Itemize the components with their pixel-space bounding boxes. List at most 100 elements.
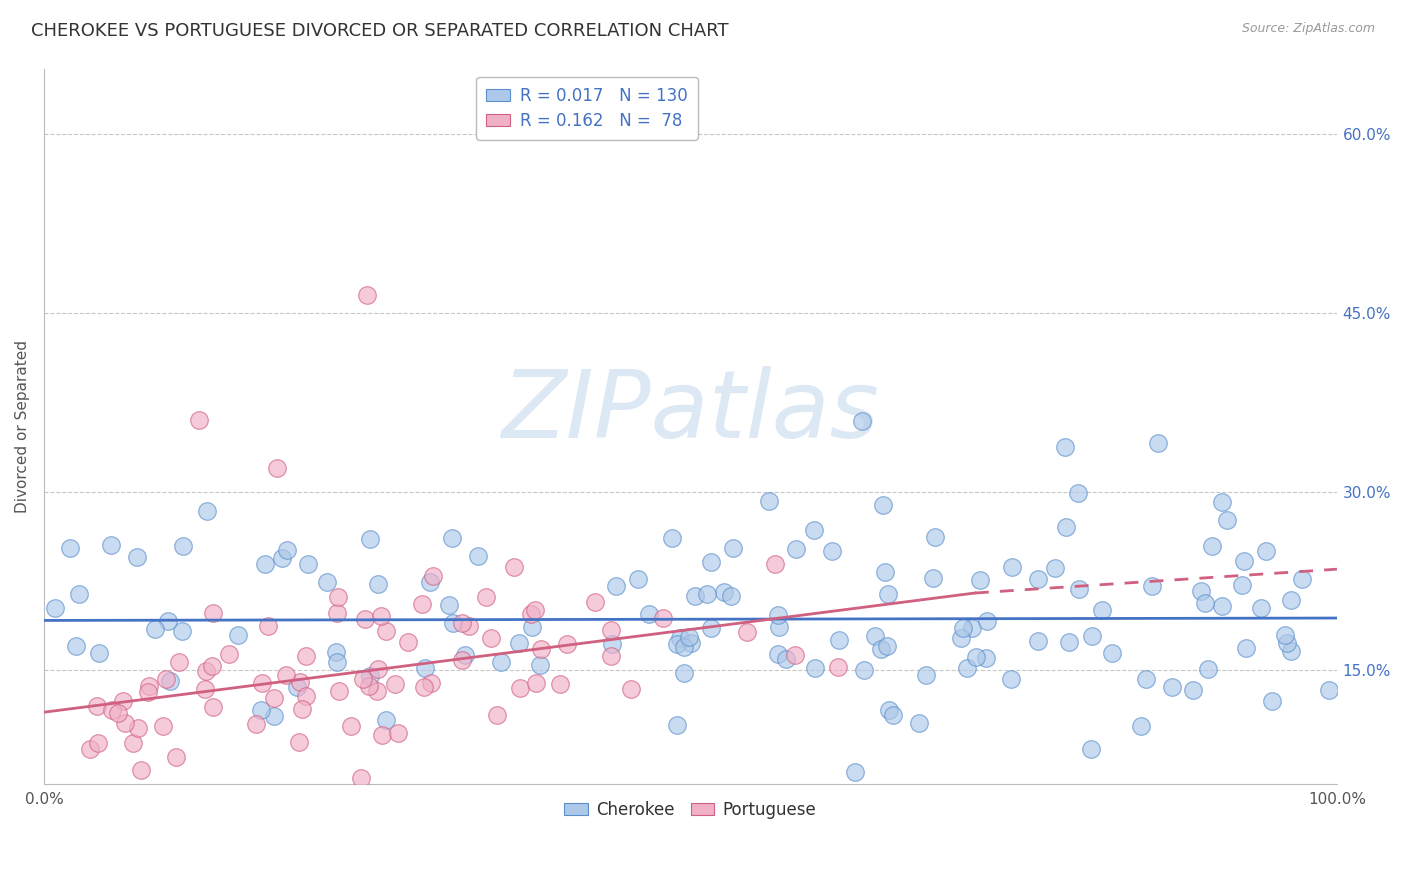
Point — [529, 657, 551, 672]
Point — [326, 656, 349, 670]
Point — [1147, 436, 1170, 450]
Point — [877, 703, 900, 717]
Point — [356, 288, 378, 302]
Point — [326, 607, 349, 621]
Point — [524, 603, 547, 617]
Point — [555, 637, 578, 651]
Point — [250, 676, 273, 690]
Point — [218, 647, 240, 661]
Point — [637, 607, 659, 622]
Point — [328, 591, 350, 605]
Point — [1067, 582, 1090, 596]
Point — [713, 585, 735, 599]
Point — [882, 707, 904, 722]
Point — [374, 624, 396, 639]
Point — [673, 640, 696, 655]
Point — [112, 694, 135, 708]
Point — [1216, 513, 1239, 527]
Point — [1057, 634, 1080, 648]
Point — [450, 653, 472, 667]
Point — [863, 629, 886, 643]
Point — [870, 641, 893, 656]
Point — [1201, 539, 1223, 553]
Point — [359, 532, 381, 546]
Point — [285, 681, 308, 695]
Point — [665, 718, 688, 732]
Point — [1135, 672, 1157, 686]
Point — [170, 624, 193, 639]
Point — [1056, 520, 1078, 534]
Point — [287, 735, 309, 749]
Point — [1279, 593, 1302, 607]
Point — [652, 610, 675, 624]
Point — [1181, 682, 1204, 697]
Point — [263, 690, 285, 705]
Point — [827, 660, 849, 674]
Point — [202, 700, 225, 714]
Point — [129, 763, 152, 777]
Point — [1230, 577, 1253, 591]
Point — [422, 569, 444, 583]
Point — [875, 566, 897, 580]
Point — [785, 542, 807, 557]
Text: ZIPatlas: ZIPatlas — [502, 367, 879, 458]
Point — [366, 684, 388, 698]
Point — [195, 664, 218, 678]
Point — [852, 663, 875, 677]
Point — [508, 636, 530, 650]
Point — [486, 708, 509, 723]
Point — [440, 531, 463, 545]
Point — [59, 541, 82, 555]
Point — [524, 676, 547, 690]
Point — [685, 589, 707, 603]
Point — [965, 649, 987, 664]
Point — [340, 719, 363, 733]
Point — [1250, 601, 1272, 615]
Point — [520, 620, 543, 634]
Point — [783, 648, 806, 663]
Point — [620, 682, 643, 697]
Point — [454, 648, 477, 662]
Point — [872, 498, 894, 512]
Point — [195, 503, 218, 517]
Point — [159, 673, 181, 688]
Point — [1189, 584, 1212, 599]
Point — [1234, 641, 1257, 656]
Point — [1026, 572, 1049, 586]
Point — [370, 609, 392, 624]
Point — [908, 716, 931, 731]
Point — [245, 717, 267, 731]
Point — [145, 622, 167, 636]
Point — [288, 675, 311, 690]
Point — [155, 672, 177, 686]
Point — [758, 493, 780, 508]
Point — [387, 726, 409, 740]
Point — [266, 460, 288, 475]
Point — [509, 681, 531, 696]
Point — [600, 623, 623, 637]
Point — [1274, 628, 1296, 642]
Point — [274, 668, 297, 682]
Point — [763, 557, 786, 571]
Point — [530, 642, 553, 657]
Point — [720, 589, 742, 603]
Y-axis label: Divorced or Separated: Divorced or Separated — [15, 340, 30, 513]
Text: Source: ZipAtlas.com: Source: ZipAtlas.com — [1241, 22, 1375, 36]
Point — [458, 619, 481, 633]
Point — [1211, 599, 1233, 613]
Point — [127, 550, 149, 565]
Point — [1291, 572, 1313, 586]
Point — [411, 598, 433, 612]
Point — [352, 672, 374, 686]
Point — [253, 557, 276, 571]
Point — [679, 636, 702, 650]
Point — [367, 661, 389, 675]
Point — [775, 652, 797, 666]
Point — [384, 676, 406, 690]
Point — [766, 647, 789, 661]
Point — [502, 560, 524, 574]
Point — [65, 639, 87, 653]
Point — [249, 703, 271, 717]
Point — [127, 721, 149, 735]
Point — [396, 635, 419, 649]
